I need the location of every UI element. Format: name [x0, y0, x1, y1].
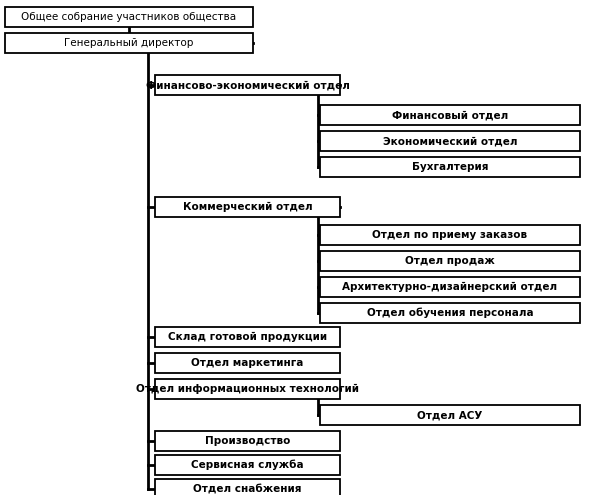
Text: Общее собрание участников общества: Общее собрание участников общества — [21, 12, 237, 22]
FancyBboxPatch shape — [320, 157, 580, 177]
Text: Генеральный директор: Генеральный директор — [64, 38, 194, 48]
Text: Финансово-экономический отдел: Финансово-экономический отдел — [146, 80, 349, 90]
FancyBboxPatch shape — [155, 327, 340, 347]
Text: Отдел продаж: Отдел продаж — [405, 256, 495, 266]
Text: Отдел АСУ: Отдел АСУ — [417, 410, 483, 420]
Text: Коммерческий отдел: Коммерческий отдел — [183, 202, 312, 212]
Text: Отдел информационных технологий: Отдел информационных технологий — [136, 384, 359, 394]
Text: Отдел по приему заказов: Отдел по приему заказов — [372, 230, 527, 240]
Text: Отдел снабжения: Отдел снабжения — [194, 484, 301, 494]
FancyBboxPatch shape — [320, 251, 580, 271]
FancyBboxPatch shape — [5, 33, 253, 53]
Text: Отдел маркетинга: Отдел маркетинга — [191, 358, 304, 368]
FancyBboxPatch shape — [155, 455, 340, 475]
FancyBboxPatch shape — [320, 105, 580, 125]
Text: Архитектурно-дизайнерский отдел: Архитектурно-дизайнерский отдел — [342, 282, 558, 292]
FancyBboxPatch shape — [155, 431, 340, 451]
FancyBboxPatch shape — [155, 197, 340, 217]
FancyBboxPatch shape — [155, 353, 340, 373]
FancyBboxPatch shape — [320, 405, 580, 425]
FancyBboxPatch shape — [155, 75, 340, 95]
FancyBboxPatch shape — [320, 277, 580, 297]
Text: Склад готовой продукции: Склад готовой продукции — [168, 332, 327, 342]
Text: Сервисная служба: Сервисная служба — [191, 460, 304, 470]
Text: Отдел обучения персонала: Отдел обучения персонала — [367, 308, 533, 318]
FancyBboxPatch shape — [5, 7, 253, 27]
Text: Производство: Производство — [205, 436, 290, 446]
FancyBboxPatch shape — [320, 131, 580, 151]
FancyBboxPatch shape — [320, 303, 580, 323]
FancyBboxPatch shape — [155, 379, 340, 399]
Text: Финансовый отдел: Финансовый отдел — [392, 110, 508, 120]
Text: Бухгалтерия: Бухгалтерия — [412, 162, 489, 172]
FancyBboxPatch shape — [320, 225, 580, 245]
FancyBboxPatch shape — [155, 479, 340, 495]
Text: Экономический отдел: Экономический отдел — [383, 136, 517, 146]
